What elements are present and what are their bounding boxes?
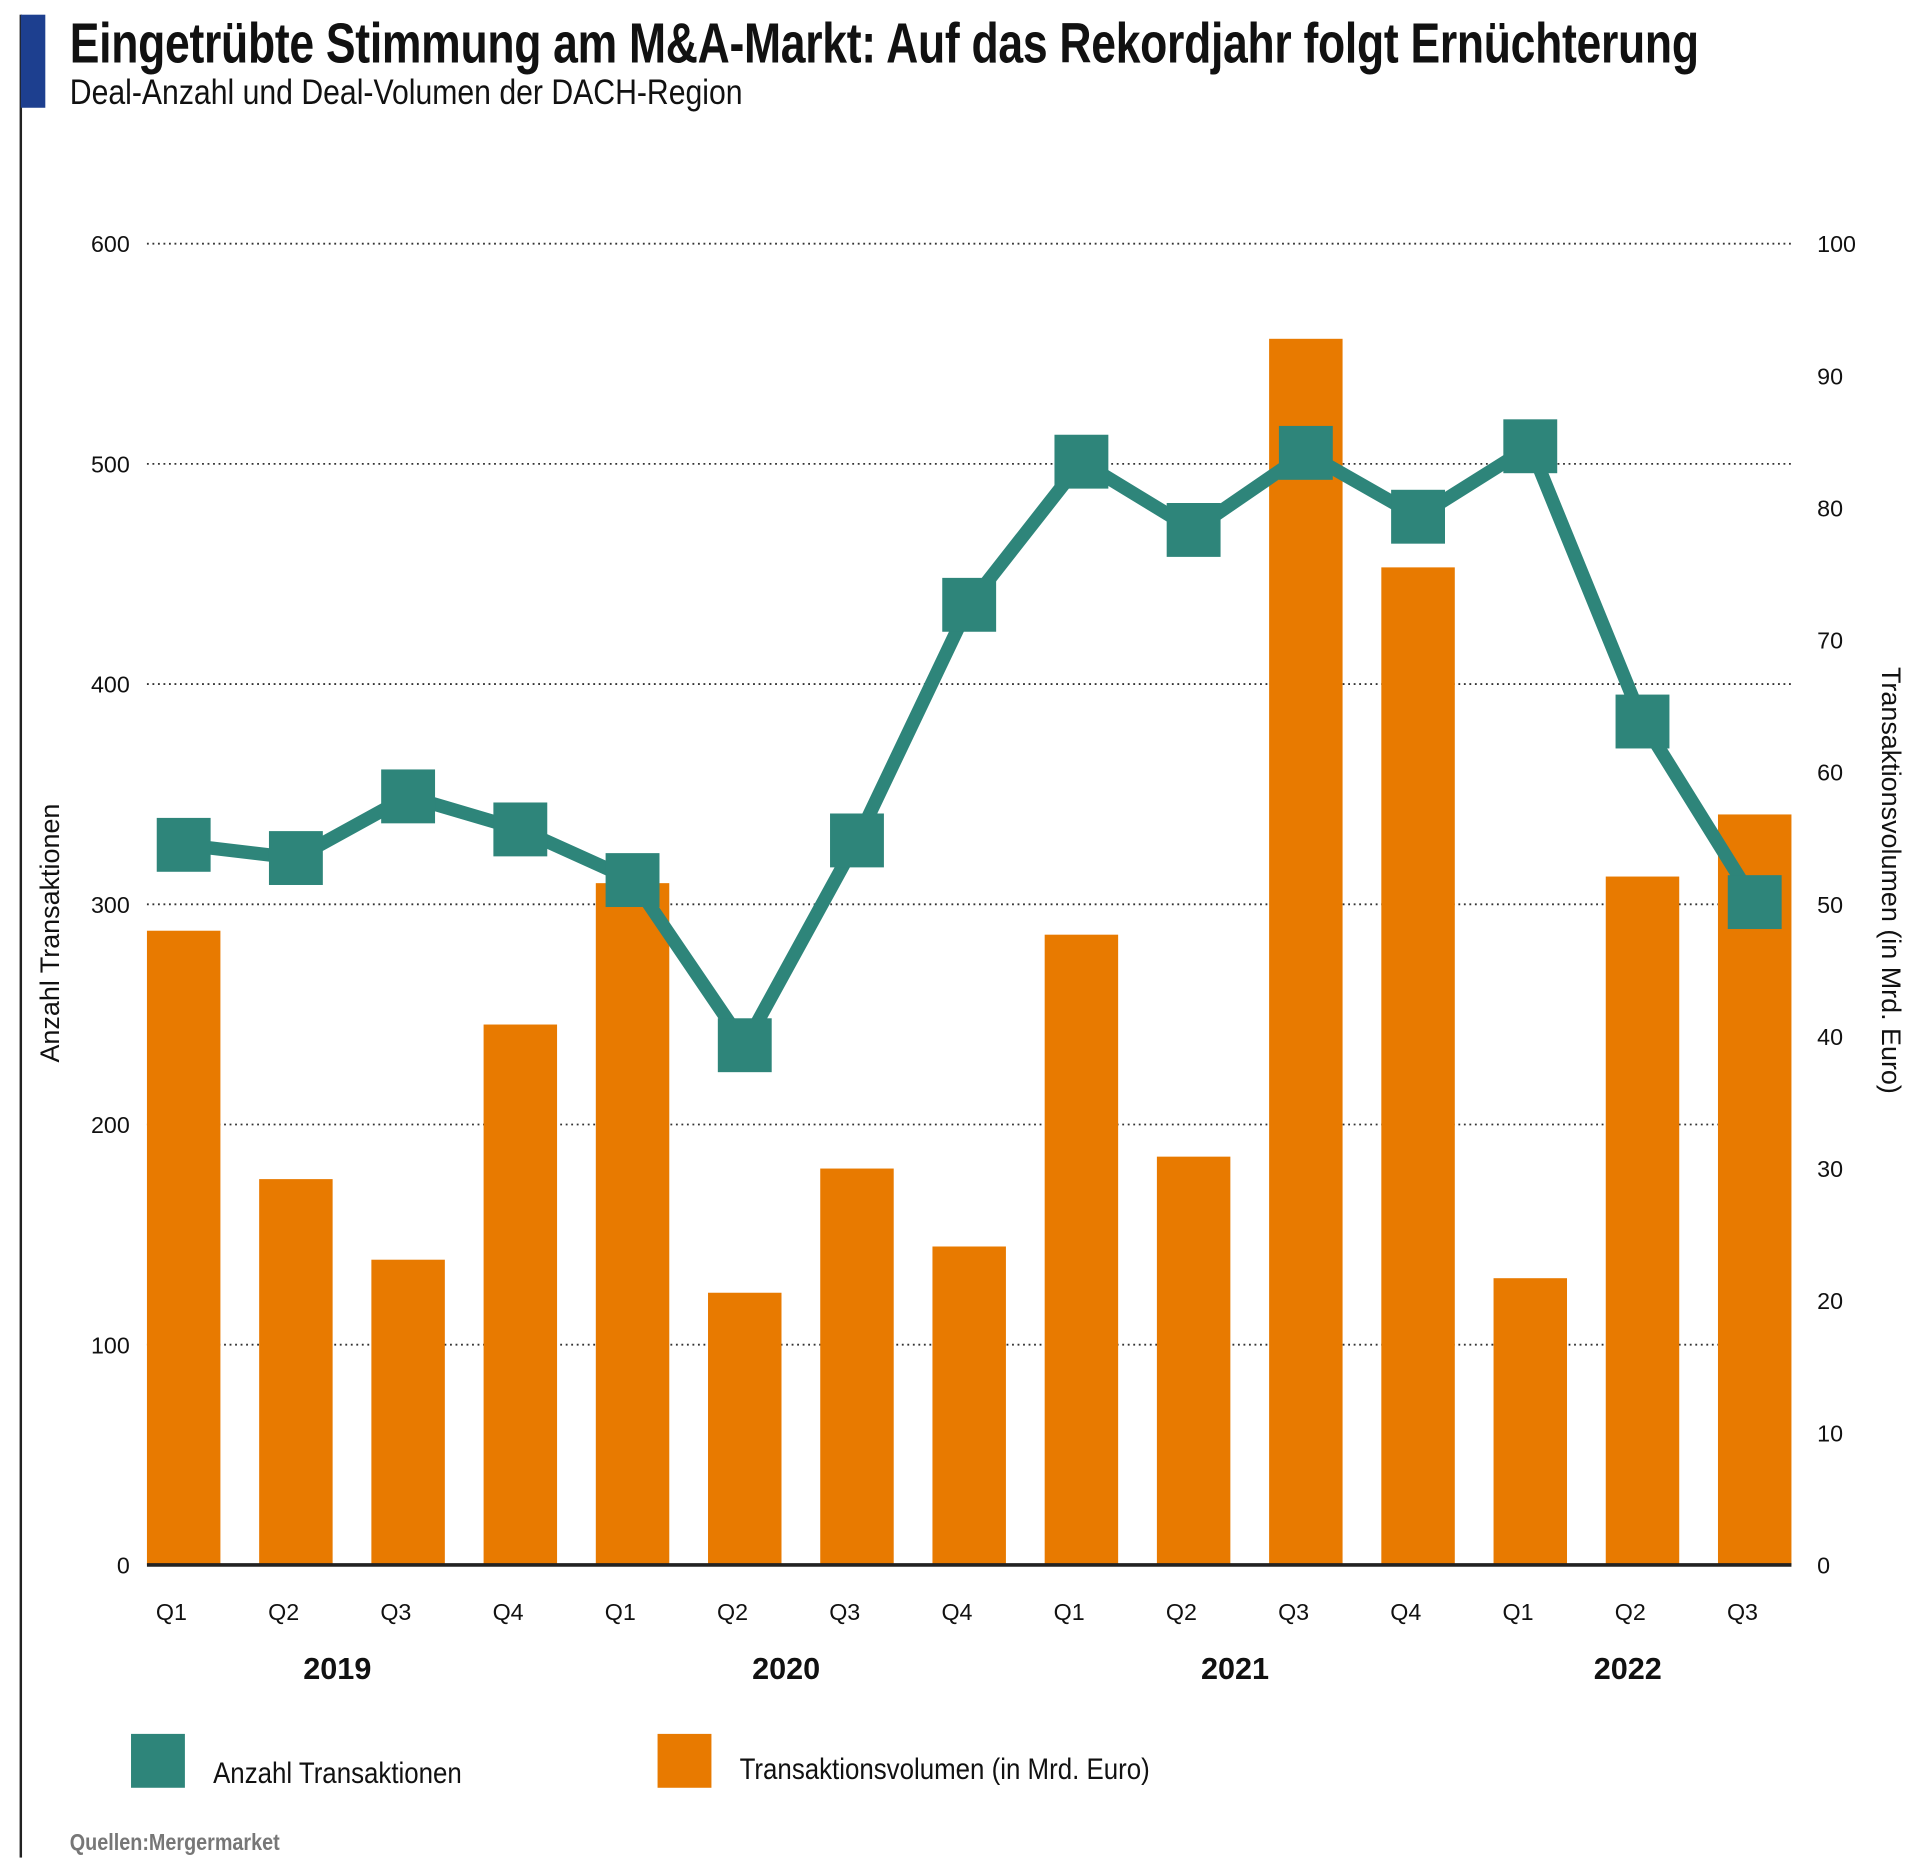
deal-count-marker xyxy=(268,831,323,885)
quarter-label: Q3 xyxy=(829,1599,860,1625)
volume-bar xyxy=(371,1259,445,1565)
quarter-label: Q1 xyxy=(1054,1599,1085,1625)
year-label: 2020 xyxy=(752,1652,820,1686)
legend-label-bar: Transaktionsvolumen (in Mrd. Euro) xyxy=(739,1753,1150,1787)
quarter-label: Q1 xyxy=(605,1599,636,1625)
right-tick-label: 0 xyxy=(1817,1552,1830,1578)
quarter-label: Q2 xyxy=(717,1599,748,1625)
legend-swatch-bar xyxy=(657,1733,712,1788)
volume-bar xyxy=(1044,934,1119,1565)
chart-title: Eingetrübte Stimmung am M&A-Markt: Auf d… xyxy=(69,11,1699,75)
right-tick-label: 50 xyxy=(1817,892,1843,918)
volume-bar xyxy=(820,1168,894,1565)
year-label: 2019 xyxy=(303,1652,371,1686)
quarter-label: Q3 xyxy=(1727,1599,1758,1625)
left-tick-label: 300 xyxy=(91,892,130,918)
quarter-label: Q1 xyxy=(1503,1599,1534,1625)
quarter-label: Q4 xyxy=(941,1599,972,1625)
quarter-label: Q3 xyxy=(380,1599,411,1625)
deal-count-marker xyxy=(1727,875,1782,930)
volume-bar xyxy=(259,1179,333,1565)
deal-count-marker xyxy=(1166,503,1221,557)
quarter-label: Q4 xyxy=(493,1599,524,1625)
right-axis-title: Transaktionsvolumen (in Mrd. Euro) xyxy=(1876,667,1906,1094)
volume-bar xyxy=(1493,1278,1568,1565)
left-tick-label: 600 xyxy=(91,231,130,257)
left-axis-title: Anzahl Transaktionen xyxy=(35,804,65,1063)
deal-count-marker xyxy=(1503,419,1558,474)
left-tick-label: 200 xyxy=(91,1112,130,1138)
deal-count-marker xyxy=(717,1018,772,1073)
deal-count-marker xyxy=(1054,434,1109,489)
left-tick-label: 0 xyxy=(117,1552,130,1578)
right-tick-label: 60 xyxy=(1817,760,1843,786)
volume-bar xyxy=(1717,814,1792,1565)
left-tick-label: 400 xyxy=(91,672,130,698)
left-rule xyxy=(19,14,23,1858)
volume-bar xyxy=(1381,567,1455,1565)
deal-count-marker xyxy=(493,802,548,857)
deal-count-line xyxy=(182,439,1761,1052)
deal-count-marker xyxy=(381,769,436,824)
right-tick-label: 10 xyxy=(1817,1420,1843,1446)
right-tick-label: 100 xyxy=(1817,231,1856,257)
volume-bar xyxy=(1269,338,1343,1565)
quarter-label: Q3 xyxy=(1278,1599,1309,1625)
quarter-label: Q2 xyxy=(1166,1599,1197,1625)
deal-count-marker xyxy=(156,817,211,872)
volume-bar xyxy=(708,1292,782,1565)
quarter-label: Q2 xyxy=(1615,1599,1646,1625)
quarter-label: Q4 xyxy=(1390,1599,1421,1625)
quarter-label: Q1 xyxy=(156,1599,187,1625)
right-tick-label: 70 xyxy=(1817,628,1843,654)
deal-count-marker xyxy=(830,813,884,868)
volume-bar xyxy=(595,883,670,1565)
volume-bar xyxy=(1605,876,1680,1565)
legend-swatch-line xyxy=(131,1733,185,1788)
volume-bar xyxy=(932,1246,1006,1565)
left-tick-label: 500 xyxy=(91,451,130,477)
deal-count-marker xyxy=(1278,425,1333,480)
deal-count-marker xyxy=(1391,489,1445,544)
source-note: Quellen:Mergermarket xyxy=(69,1830,280,1857)
volume-bar xyxy=(1156,1156,1231,1565)
quarter-label: Q2 xyxy=(268,1599,299,1625)
volume-bar xyxy=(146,930,221,1565)
deal-count-marker xyxy=(942,577,997,632)
deal-count-marker xyxy=(605,853,660,908)
accent-bar xyxy=(20,14,46,108)
deal-count-marker xyxy=(1615,694,1670,749)
left-tick-label: 100 xyxy=(91,1332,130,1358)
right-tick-label: 90 xyxy=(1817,363,1843,389)
right-tick-label: 30 xyxy=(1817,1156,1843,1182)
right-tick-label: 20 xyxy=(1817,1288,1843,1314)
right-tick-label: 80 xyxy=(1817,495,1843,521)
year-label: 2021 xyxy=(1201,1652,1269,1686)
volume-bar xyxy=(483,1024,558,1565)
legend-label-line: Anzahl Transaktionen xyxy=(213,1757,462,1791)
chart-subtitle: Deal-Anzahl und Deal-Volumen der DACH-Re… xyxy=(69,73,743,113)
right-tick-label: 40 xyxy=(1817,1024,1843,1050)
year-label: 2022 xyxy=(1594,1652,1662,1686)
